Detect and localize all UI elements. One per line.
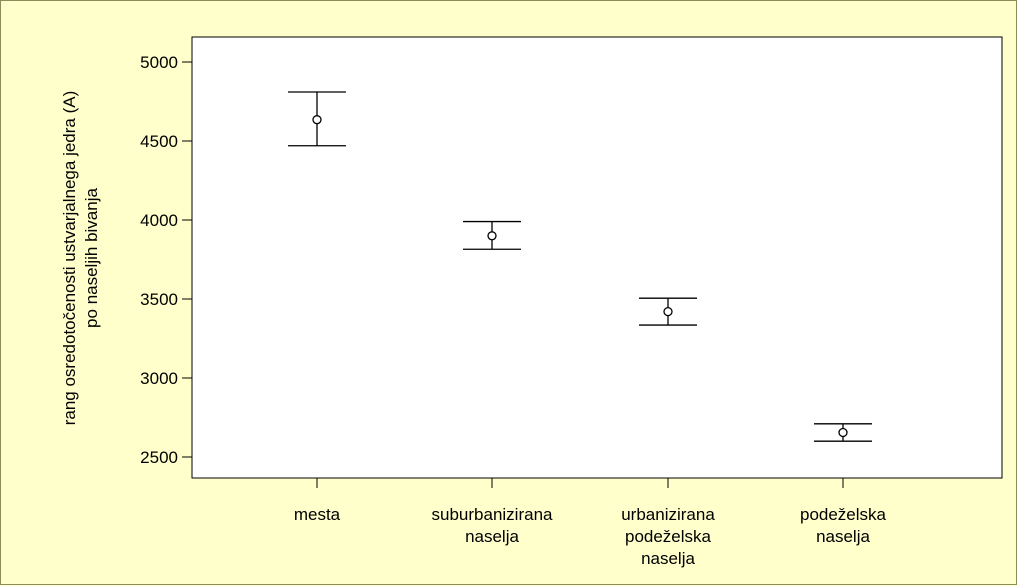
mean-point xyxy=(838,427,848,438)
y-tick-label: 4500 xyxy=(140,132,178,151)
mean-point xyxy=(312,115,322,125)
x-axis: mesta suburbanizirana naselja urbanizirana p… xyxy=(294,478,887,568)
y-tick-label: 5000 xyxy=(140,53,178,72)
error-bar-group xyxy=(463,220,521,250)
x-category-label-line: suburbanizirana xyxy=(432,505,554,524)
x-category-label: podeželska naselja xyxy=(800,505,887,546)
y-tick-label: 4000 xyxy=(140,211,178,230)
y-axis-title-line: rang osredotočenosti ustvarjalnega jedra… xyxy=(60,91,79,426)
x-category-label-line: podeželska xyxy=(800,505,887,524)
x-category-label-line: mesta xyxy=(294,505,341,524)
error-bar-group xyxy=(814,423,872,442)
y-axis-title: rang osredotočenosti ustvarjalnega jedra… xyxy=(60,91,101,426)
x-category-label: suburbanizirana naselja xyxy=(432,505,554,546)
x-category-label-line: naselja xyxy=(816,527,870,546)
mean-point xyxy=(487,231,497,241)
x-category-label: mesta xyxy=(294,505,341,524)
y-axis: 2500 3000 3500 4000 4500 5000 xyxy=(140,53,192,467)
x-category-label-line: urbanizirana xyxy=(621,505,715,524)
y-tick-label: 3500 xyxy=(140,290,178,309)
y-tick-label: 3000 xyxy=(140,369,178,388)
y-tick-label: 2500 xyxy=(140,448,178,467)
x-category-label-line: naselja xyxy=(465,527,519,546)
x-category-label: urbanizirana podeželska naselja xyxy=(621,505,715,568)
error-bar-group xyxy=(639,297,697,326)
plot-area xyxy=(191,36,1003,479)
y-axis-title-line: po naseljih bivanja xyxy=(82,188,101,328)
data-marks xyxy=(288,91,872,442)
x-category-label-line: podeželska xyxy=(625,527,712,546)
mean-point xyxy=(663,306,673,317)
error-bar-group xyxy=(288,91,346,147)
x-category-label-line: naselja xyxy=(641,549,695,568)
